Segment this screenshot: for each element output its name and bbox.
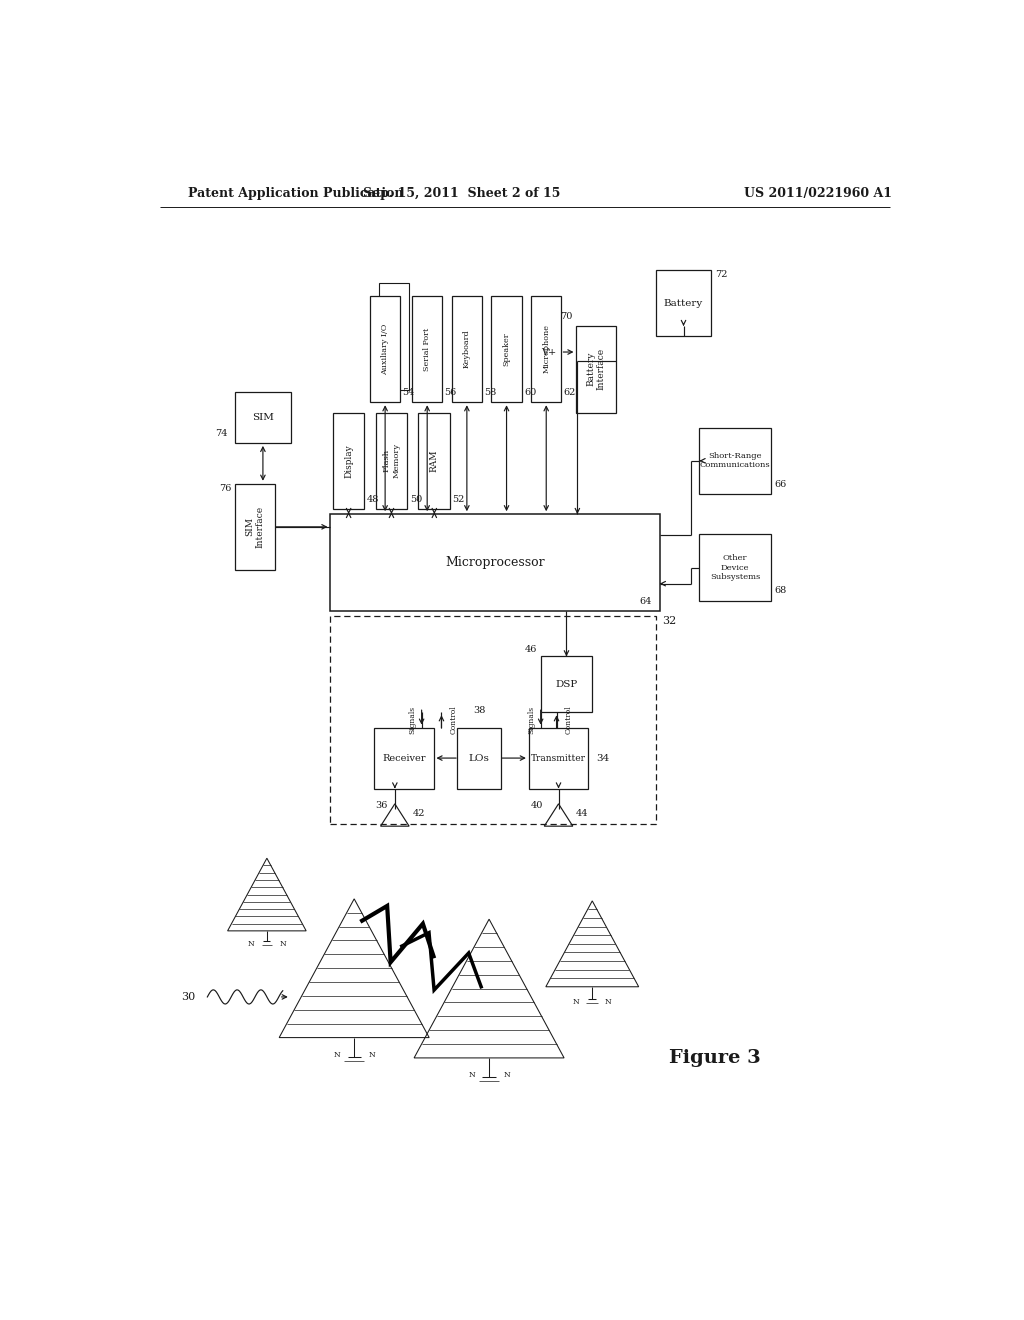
Text: 36: 36: [376, 801, 388, 809]
Text: N: N: [573, 998, 580, 1006]
Text: 46: 46: [524, 645, 537, 655]
Text: Serial Port: Serial Port: [423, 327, 431, 371]
Bar: [492, 296, 521, 403]
Text: Microphone: Microphone: [543, 325, 550, 374]
Bar: [331, 515, 659, 611]
Text: V+: V+: [542, 347, 556, 356]
Text: Battery: Battery: [664, 298, 703, 308]
Bar: [531, 296, 561, 403]
Bar: [374, 727, 433, 788]
Text: US 2011/0221960 A1: US 2011/0221960 A1: [744, 187, 893, 201]
Bar: [331, 616, 655, 824]
Text: 32: 32: [663, 616, 676, 626]
Text: 50: 50: [410, 495, 422, 504]
Bar: [458, 727, 501, 788]
Bar: [528, 727, 588, 788]
Text: Other
Device
Subsystems: Other Device Subsystems: [710, 554, 760, 581]
Text: 58: 58: [484, 388, 497, 397]
Bar: [577, 326, 616, 412]
Text: 62: 62: [563, 388, 577, 397]
Text: Signals: Signals: [527, 706, 536, 734]
Text: 68: 68: [775, 586, 787, 595]
Text: Display: Display: [344, 444, 353, 478]
Text: 64: 64: [639, 597, 651, 606]
Bar: [655, 271, 712, 337]
Bar: [699, 535, 771, 601]
Text: 76: 76: [219, 483, 231, 492]
Text: N: N: [248, 940, 254, 948]
Bar: [333, 412, 365, 510]
Bar: [452, 296, 482, 403]
Text: 34: 34: [596, 754, 609, 763]
Text: Control: Control: [450, 706, 458, 734]
Text: Microprocessor: Microprocessor: [445, 556, 545, 569]
Text: 38: 38: [473, 706, 485, 715]
Text: N: N: [334, 1051, 340, 1059]
Text: Sep. 15, 2011  Sheet 2 of 15: Sep. 15, 2011 Sheet 2 of 15: [362, 187, 560, 201]
Text: 44: 44: [575, 809, 589, 818]
Bar: [376, 412, 408, 510]
Text: Patent Application Publication: Patent Application Publication: [187, 187, 403, 201]
Text: Figure 3: Figure 3: [670, 1049, 761, 1067]
Text: SIM
Interface: SIM Interface: [246, 506, 264, 548]
Text: 30: 30: [181, 991, 196, 1002]
Text: 56: 56: [444, 388, 457, 397]
Bar: [236, 483, 274, 570]
Text: N: N: [280, 940, 286, 948]
Text: 60: 60: [524, 388, 537, 397]
Text: Receiver: Receiver: [382, 754, 426, 763]
Bar: [541, 656, 592, 713]
Text: 70: 70: [560, 312, 572, 321]
Text: Transmitter: Transmitter: [531, 754, 586, 763]
Text: N: N: [503, 1072, 510, 1080]
Text: Speaker: Speaker: [503, 333, 511, 366]
Bar: [370, 296, 400, 403]
Bar: [379, 284, 409, 391]
Text: 48: 48: [367, 495, 379, 504]
Text: RAM: RAM: [430, 450, 439, 473]
Text: N: N: [605, 998, 611, 1006]
Text: Battery
Interface: Battery Interface: [587, 348, 606, 391]
Text: Flash
Memory: Flash Memory: [383, 444, 400, 478]
Text: Short-Range
Communications: Short-Range Communications: [699, 453, 770, 470]
Text: 74: 74: [215, 429, 227, 438]
Text: 52: 52: [453, 495, 465, 504]
Text: 66: 66: [775, 479, 787, 488]
Bar: [419, 412, 451, 510]
Text: N: N: [369, 1051, 375, 1059]
Text: SIM: SIM: [252, 413, 273, 422]
Text: LOs: LOs: [469, 754, 489, 763]
Text: Signals: Signals: [409, 706, 416, 734]
Text: Auxiliary I/O: Auxiliary I/O: [381, 323, 389, 375]
Text: 72: 72: [716, 271, 728, 280]
Text: N: N: [468, 1072, 475, 1080]
Text: 54: 54: [402, 388, 415, 397]
Text: 40: 40: [530, 801, 543, 809]
Bar: [236, 392, 291, 444]
Text: Keyboard: Keyboard: [463, 330, 471, 368]
Text: Control: Control: [564, 706, 572, 734]
Text: 42: 42: [413, 809, 425, 818]
Text: DSP: DSP: [555, 680, 578, 689]
Bar: [412, 296, 442, 403]
Bar: [699, 428, 771, 494]
